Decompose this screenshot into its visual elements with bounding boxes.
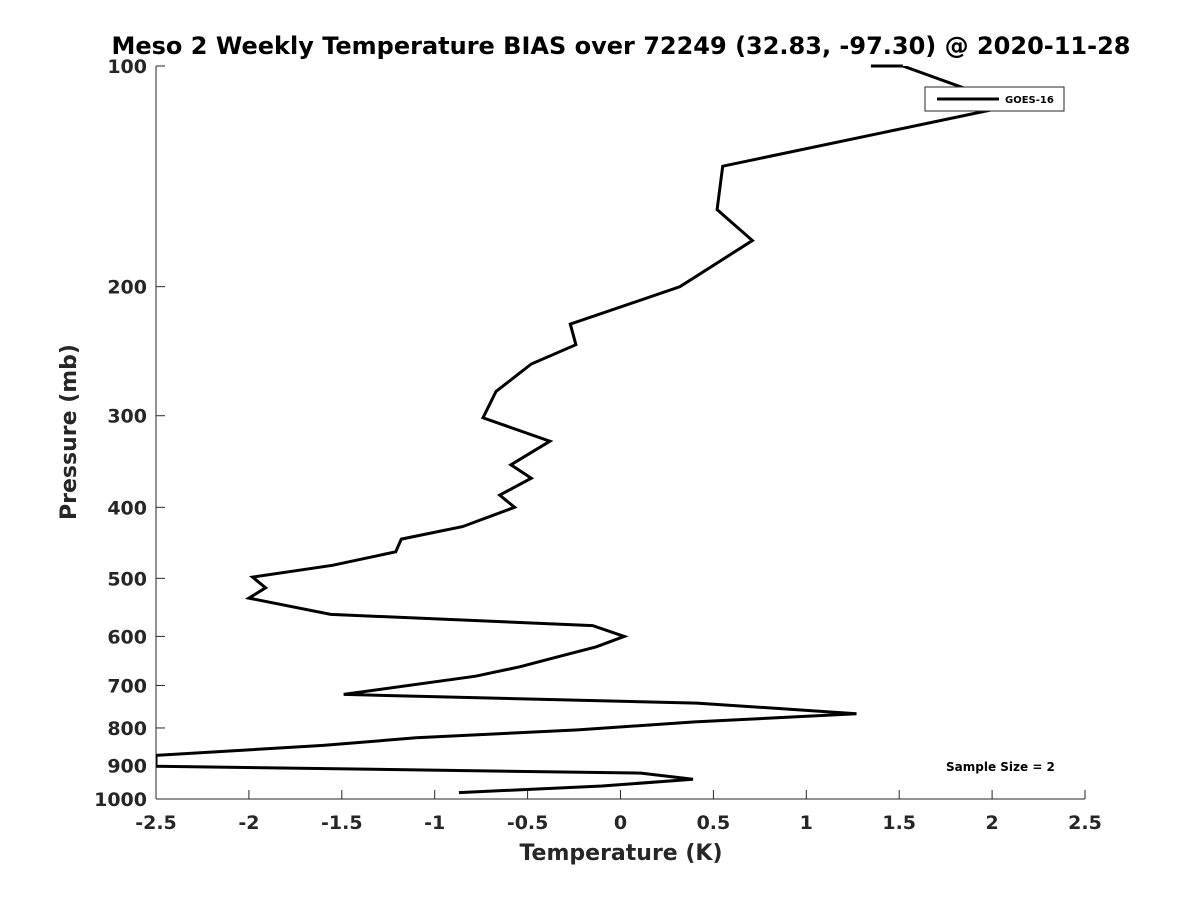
x-tick-label: -1.5 <box>321 812 363 834</box>
x-tick-label: -1 <box>424 812 445 834</box>
y-tick-label: 1000 <box>94 789 147 811</box>
y-tick-label: 800 <box>107 718 147 740</box>
x-tick-label: -2.5 <box>135 812 177 834</box>
y-tick-label: 700 <box>107 675 147 697</box>
y-tick-label: 400 <box>107 497 147 519</box>
y-tick-label: 500 <box>107 568 147 590</box>
x-tick-label: 0.5 <box>697 812 731 834</box>
y-axis-label: Pressure (mb) <box>57 344 82 520</box>
x-tick-label: 2 <box>985 812 998 834</box>
plot-area: -2.5 -2 -1.5 -1 -0.5 0 0.5 1 1.5 2 2.5 100 200 300 400… <box>94 56 1102 834</box>
y-tick-label: 100 <box>107 56 147 78</box>
series-line-goes16 <box>156 66 992 795</box>
sample-size-annotation: Sample Size = 2 <box>946 760 1055 774</box>
y-tick-label: 900 <box>107 755 147 777</box>
x-tick-label: -0.5 <box>507 812 549 834</box>
x-tick-label: 2.5 <box>1068 812 1102 834</box>
y-tick-label: 600 <box>107 626 147 648</box>
x-tick-label: 0 <box>614 812 627 834</box>
legend-label-goes16: GOES-16 <box>1005 95 1054 106</box>
x-tick-label: 1.5 <box>882 812 916 834</box>
legend: GOES-16 <box>924 86 1065 112</box>
y-tick-label: 300 <box>107 406 147 428</box>
x-tick-label: 1 <box>800 812 813 834</box>
x-axis-label: Temperature (K) <box>519 841 722 866</box>
chart-title: Meso 2 Weekly Temperature BIAS over 7224… <box>111 32 1130 60</box>
x-tick-label: -2 <box>238 812 259 834</box>
y-tick-label: 200 <box>107 277 147 299</box>
